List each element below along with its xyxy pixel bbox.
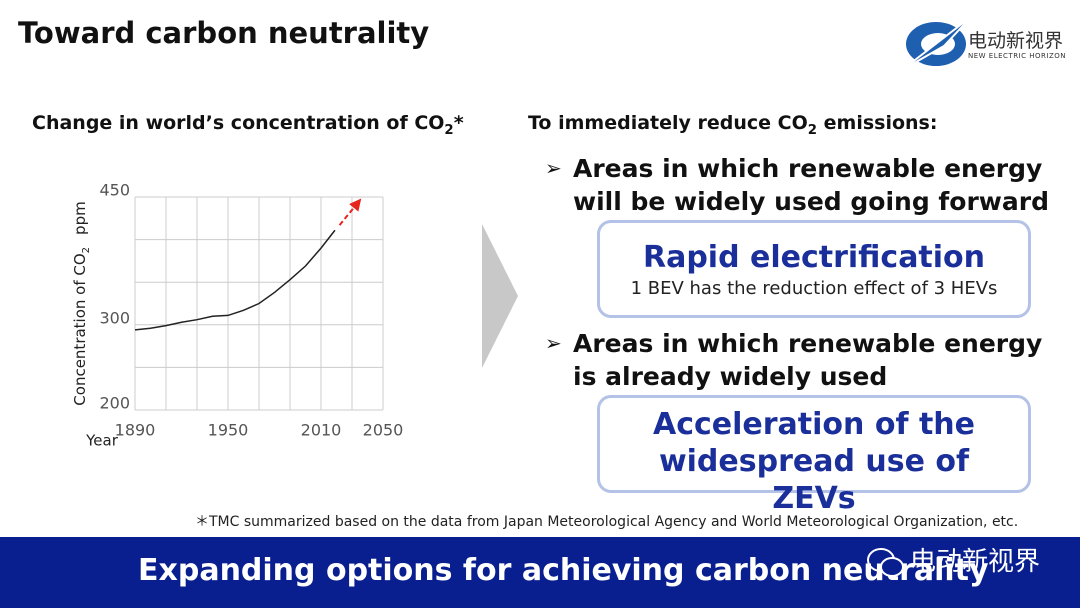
y-axis-label-text: Concentration of CO (71, 253, 89, 405)
footnote: ＊TMC summarized based on the data from J… (195, 514, 1019, 530)
x-tick-label: 1950 (208, 421, 249, 440)
watermark: 电动新视界 (910, 547, 1041, 577)
wechat-icon (867, 548, 904, 577)
y-tick-label: 450 (99, 181, 130, 200)
bullet-text: Areas in which renewable energy is alrea… (573, 329, 1043, 391)
slide-title: Toward carbon neutrality (18, 16, 430, 50)
projection-line (338, 198, 362, 226)
box-text: 1 BEV has the reduction effect of 3 HEVs (630, 278, 998, 299)
box-title: Acceleration of the widespread use of ZE… (653, 407, 975, 516)
subscript: 2 (807, 122, 818, 138)
x-tick-label: 2050 (363, 421, 404, 440)
chart: 200 300 450 1890 1950 2010 2050 Year Concentrati… (71, 181, 404, 450)
arrow-chevron (482, 224, 518, 368)
chart-title: Change in world’s concentration of CO2* (32, 112, 464, 138)
bullet: ➢ Areas in which renewable energy will be… (545, 152, 1065, 218)
subscript: 2 (444, 122, 454, 138)
box: Rapid electrification 1 BEV has the redu… (597, 220, 1031, 318)
x-axis-label: Year (85, 432, 119, 450)
logo-text: 电动新视界 (968, 30, 1064, 52)
heading-text: To immediately reduce CO (528, 112, 808, 134)
bullet-text: Areas in which renewable energy will be … (573, 154, 1049, 216)
chart-title-suffix: * (453, 112, 464, 134)
box: Acceleration of the widespread use of ZE… (597, 395, 1031, 516)
x-tick-label: 1890 (115, 421, 156, 440)
subscript: 2 (81, 247, 92, 253)
logo-icon (901, 15, 973, 71)
data-line (134, 229, 336, 331)
box-title: Rapid electrification (642, 240, 986, 275)
y-tick-label: 300 (99, 308, 130, 327)
heading-suffix: emissions: (817, 112, 938, 134)
right-heading: To immediately reduce CO2 emissions: (528, 112, 937, 138)
logo-subtext: NEW ELECTRIC HORIZON (968, 52, 1066, 60)
chart-title-text: Change in world’s concentration of CO (32, 112, 445, 134)
bullet: ➢ Areas in which renewable energy is alre… (545, 327, 1065, 393)
y-axis-label: Concentration of CO2 ppm (71, 201, 92, 405)
y-axis-unit: ppm (71, 201, 89, 235)
y-tick-label: 200 (99, 394, 130, 413)
banner-text: Expanding options for achieving carbon n… (138, 553, 989, 588)
x-tick-label: 2010 (301, 421, 342, 440)
